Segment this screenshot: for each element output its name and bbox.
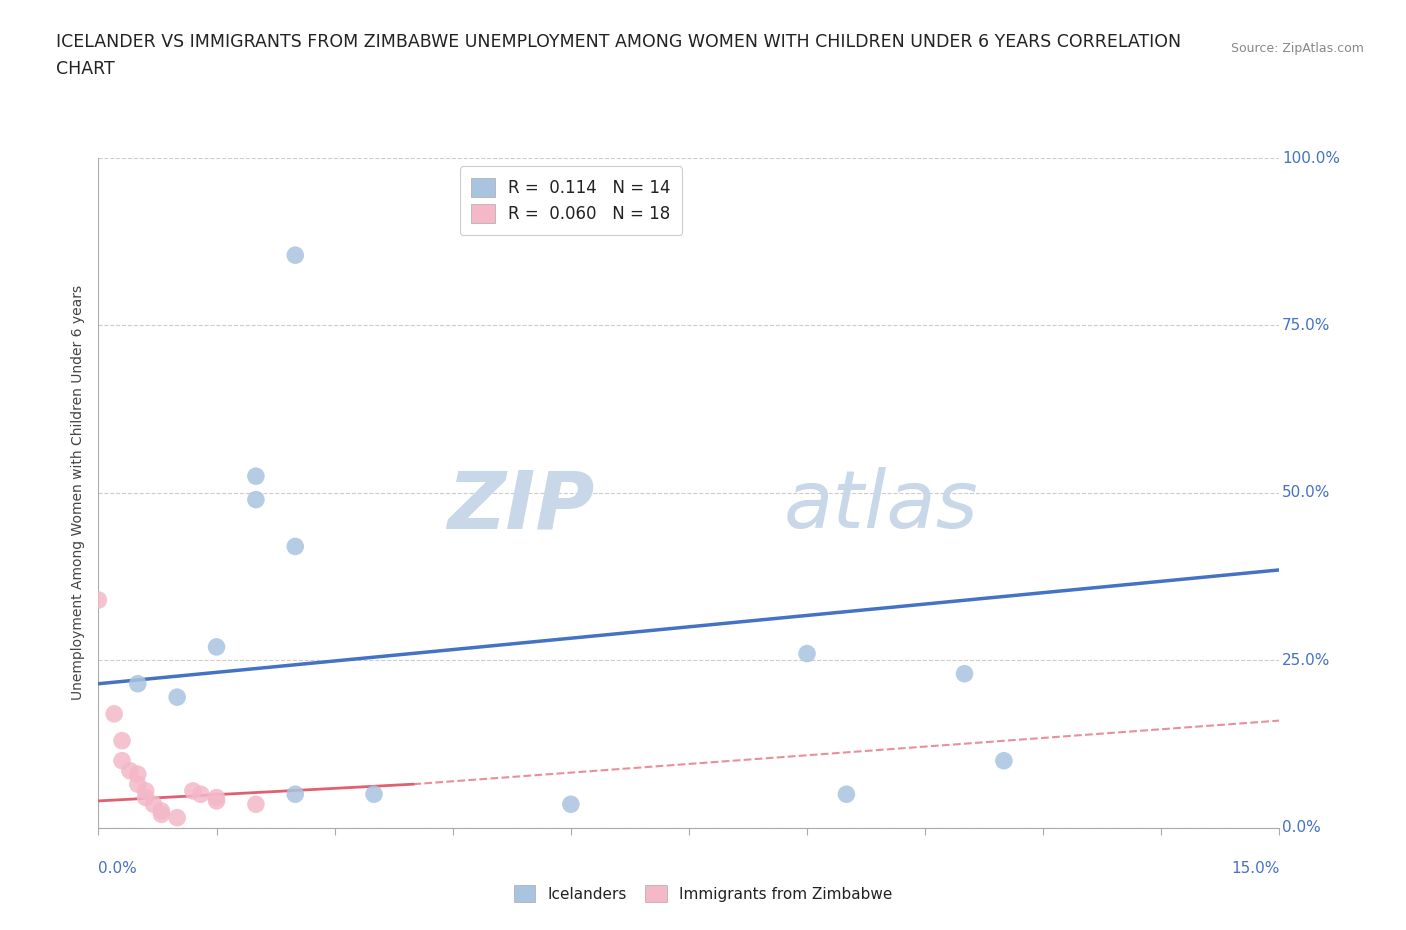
Point [190,787,212,802]
Legend: Icelanders, Immigrants from Zimbabwe: Icelanders, Immigrants from Zimbabwe [508,879,898,909]
Text: ICELANDER VS IMMIGRANTS FROM ZIMBABWE UNEMPLOYMENT AMONG WOMEN WITH CHILDREN UND: ICELANDER VS IMMIGRANTS FROM ZIMBABWE UN… [56,33,1181,50]
Point [363,787,385,802]
Point [150,807,173,822]
Point [166,690,188,705]
Point [245,492,267,507]
Y-axis label: Unemployment Among Women with Children Under 6 years: Unemployment Among Women with Children U… [72,286,86,700]
Point [245,469,267,484]
Point [245,797,267,812]
Point [284,247,307,262]
Point [142,797,165,812]
Point [135,790,157,805]
Point [118,764,141,778]
Point [993,753,1015,768]
Text: 50.0%: 50.0% [1282,485,1330,500]
Point [127,766,149,781]
Point [87,592,110,607]
Point [796,646,818,661]
Point [135,783,157,798]
Legend: R =  0.114   N = 14, R =  0.060   N = 18: R = 0.114 N = 14, R = 0.060 N = 18 [460,166,682,235]
Point [103,707,125,722]
Text: 100.0%: 100.0% [1282,151,1340,166]
Point [166,810,188,825]
Text: Source: ZipAtlas.com: Source: ZipAtlas.com [1230,42,1364,55]
Text: 0.0%: 0.0% [1282,820,1320,835]
Text: 15.0%: 15.0% [1232,861,1279,876]
Point [284,539,307,554]
Text: ZIP: ZIP [447,467,595,545]
Point [953,666,976,681]
Point [127,676,149,691]
Text: CHART: CHART [56,60,115,78]
Point [150,804,173,818]
Text: 0.0%: 0.0% [98,861,138,876]
Point [560,797,582,812]
Point [284,787,307,802]
Point [181,783,204,798]
Text: 75.0%: 75.0% [1282,318,1330,333]
Point [205,793,228,808]
Text: atlas: atlas [783,467,979,545]
Point [205,640,228,655]
Point [127,777,149,791]
Point [111,753,134,768]
Text: 25.0%: 25.0% [1282,653,1330,668]
Point [111,733,134,748]
Point [205,790,228,805]
Point [835,787,858,802]
